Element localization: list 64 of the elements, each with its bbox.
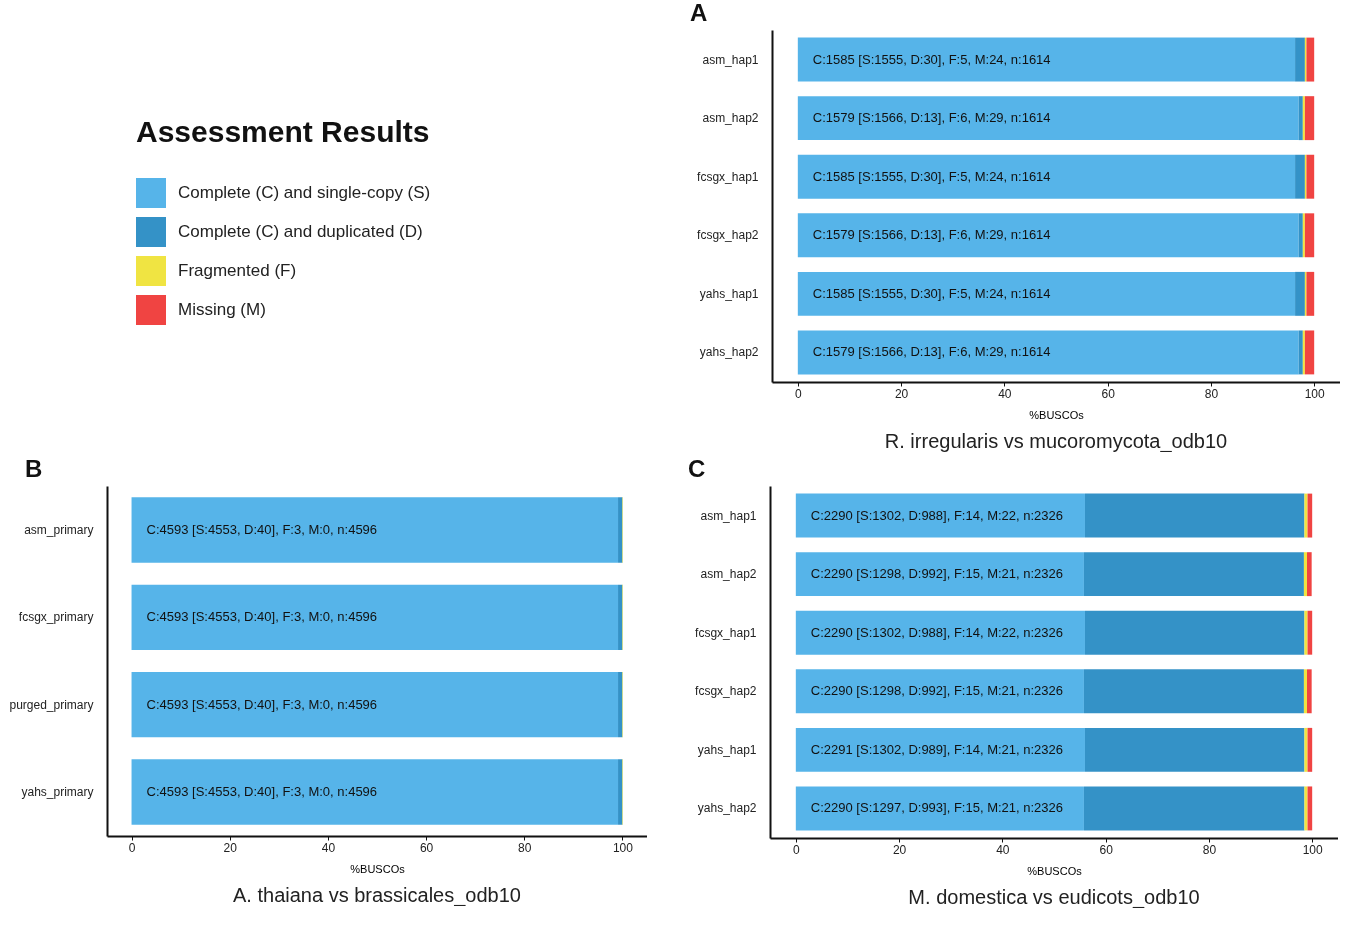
data-label: C:4593 [S:4553, D:40], F:3, M:0, n:4596 bbox=[146, 609, 378, 625]
data-label: C:1579 [S:1566, D:13], F:6, M:29, n:1614 bbox=[812, 110, 1051, 126]
legend-label: Missing (M) bbox=[178, 300, 266, 319]
data-label: C:2290 [S:1297, D:993], F:15, M:21, n:2326 bbox=[810, 800, 1064, 816]
legend-title: Assessment Results bbox=[136, 115, 430, 148]
x-tick-label: 0 bbox=[792, 842, 800, 857]
y-tick-label: yahs_hap1 bbox=[697, 742, 757, 757]
data-label: C:2291 [S:1302, D:989], F:14, M:21, n:2326 bbox=[810, 741, 1064, 757]
x-tick-label: 60 bbox=[1099, 842, 1114, 857]
data-label: C:4593 [S:4553, D:40], F:3, M:0, n:4596 bbox=[146, 783, 378, 799]
y-tick-label: yahs_hap2 bbox=[699, 345, 759, 360]
legend-label: Complete (C) and duplicated (D) bbox=[178, 222, 423, 241]
x-tick-label: 80 bbox=[1204, 386, 1219, 401]
x-tick-label: 100 bbox=[612, 840, 634, 855]
y-tick-label: yahs_hap1 bbox=[699, 286, 759, 301]
x-tick-label: 40 bbox=[996, 842, 1010, 857]
x-tick-label: 100 bbox=[1302, 842, 1324, 857]
x-axis-title: %BUSCOs bbox=[350, 862, 406, 875]
y-tick-label: fcsgx_hap1 bbox=[697, 169, 759, 184]
data-label: C:1579 [S:1566, D:13], F:6, M:29, n:1614 bbox=[812, 344, 1051, 360]
data-label: C:4593 [S:4553, D:40], F:3, M:0, n:4596 bbox=[146, 522, 378, 538]
y-tick-label: yahs_hap2 bbox=[697, 801, 757, 816]
y-tick-label: asm_hap1 bbox=[702, 52, 759, 67]
y-tick-label: asm_hap1 bbox=[700, 508, 757, 523]
x-axis-title: %BUSCOs bbox=[1027, 864, 1083, 877]
text: M. domestica vs eudicots_odb10 bbox=[908, 886, 1200, 909]
x-tick-label: 0 bbox=[794, 386, 802, 401]
x-axis-title: %BUSCOs bbox=[1029, 408, 1085, 421]
data-label: C:1585 [S:1555, D:30], F:5, M:24, n:1614 bbox=[812, 285, 1051, 301]
data-label: C:1585 [S:1555, D:30], F:5, M:24, n:1614 bbox=[812, 168, 1051, 184]
data-label: C:1579 [S:1566, D:13], F:6, M:29, n:1614 bbox=[812, 227, 1051, 243]
legend-label: Complete (C) and single-copy (S) bbox=[178, 183, 431, 202]
text: R. irregularis vs mucoromycota_odb10 bbox=[884, 430, 1228, 453]
y-tick-label: asm_hap2 bbox=[700, 567, 757, 582]
data-label: C:1585 [S:1555, D:30], F:5, M:24, n:1614 bbox=[812, 51, 1051, 67]
data-label: C:2290 [S:1298, D:992], F:15, M:21, n:2326 bbox=[810, 566, 1064, 582]
data-label: C:2290 [S:1302, D:988], F:14, M:22, n:2326 bbox=[810, 507, 1064, 523]
x-tick-label: 0 bbox=[128, 840, 136, 855]
x-tick-label: 40 bbox=[998, 386, 1012, 401]
y-tick-label: fcsgx_hap2 bbox=[697, 228, 759, 243]
x-tick-label: 100 bbox=[1304, 386, 1326, 401]
legend-label: Fragmented (F) bbox=[178, 261, 297, 280]
x-tick-label: 60 bbox=[419, 840, 434, 855]
y-tick-label: fcsgx_hap2 bbox=[695, 684, 757, 699]
x-tick-label: 80 bbox=[1202, 842, 1217, 857]
chart-title: B bbox=[25, 455, 43, 482]
y-tick-label: purged_primary bbox=[9, 697, 94, 712]
y-tick-label: asm_primary bbox=[24, 523, 94, 538]
chart-title: C bbox=[688, 455, 706, 482]
x-tick-label: 40 bbox=[321, 840, 336, 855]
chart-title: A bbox=[690, 0, 708, 26]
x-tick-label: 20 bbox=[223, 840, 238, 855]
y-tick-label: yahs_primary bbox=[21, 784, 94, 799]
y-tick-label: fcsgx_primary bbox=[18, 610, 94, 625]
x-tick-label: 20 bbox=[894, 386, 909, 401]
x-tick-label: 60 bbox=[1101, 386, 1116, 401]
data-label: C:2290 [S:1298, D:992], F:15, M:21, n:2326 bbox=[810, 683, 1064, 699]
data-label: C:2290 [S:1302, D:988], F:14, M:22, n:2326 bbox=[810, 624, 1064, 640]
text: A. thaiana vs brassicales_odb10 bbox=[233, 884, 521, 907]
y-tick-label: asm_hap2 bbox=[702, 111, 759, 126]
x-tick-label: 20 bbox=[892, 842, 907, 857]
y-tick-label: fcsgx_hap1 bbox=[695, 625, 757, 640]
x-tick-label: 80 bbox=[518, 840, 532, 855]
data-label: C:4593 [S:4553, D:40], F:3, M:0, n:4596 bbox=[146, 696, 378, 712]
